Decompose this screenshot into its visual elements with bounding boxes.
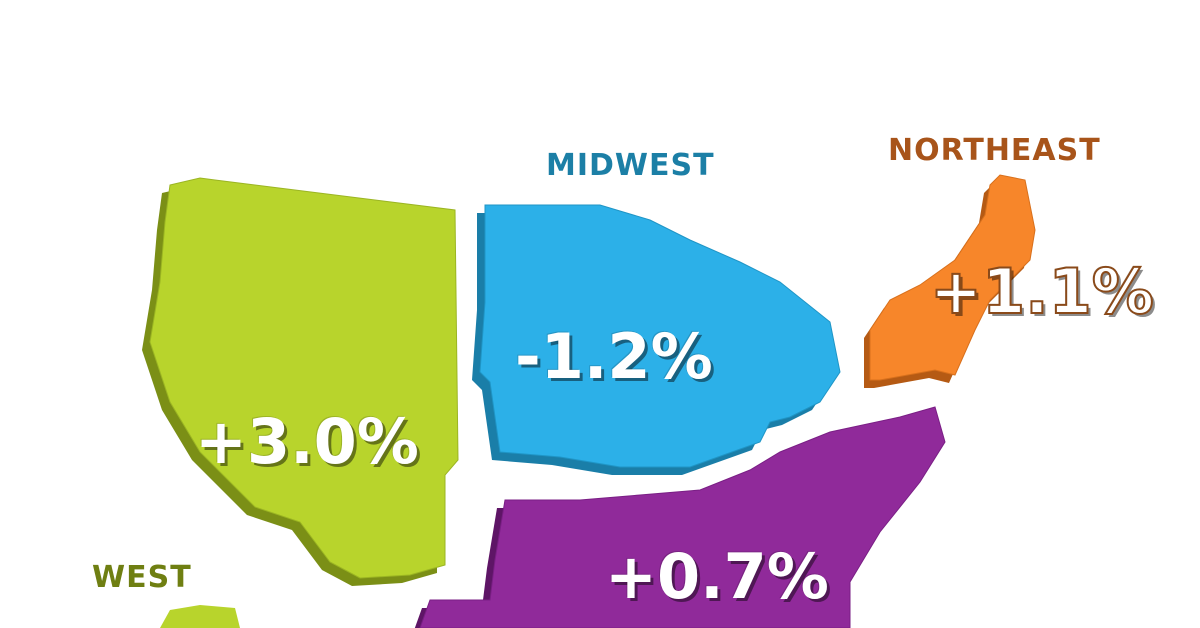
region-west (142, 177, 459, 628)
midwest-shape (479, 204, 841, 468)
west-label: WEST (92, 560, 192, 595)
region-south (414, 406, 946, 628)
region-midwest (472, 204, 841, 475)
midwest-value: -1.2% (515, 320, 713, 393)
region-northeast (864, 174, 1036, 388)
south-shape (419, 406, 946, 628)
midwest-label: MIDWEST (546, 148, 715, 183)
northeast-label: NORTHEAST (888, 133, 1101, 168)
northeast-value: +1.1% (929, 254, 1155, 329)
west-shape (149, 177, 459, 579)
west-island (160, 605, 240, 628)
northeast-shape (869, 174, 1036, 381)
west-value: +3.0% (195, 405, 419, 478)
south-value: +0.7% (605, 540, 829, 613)
